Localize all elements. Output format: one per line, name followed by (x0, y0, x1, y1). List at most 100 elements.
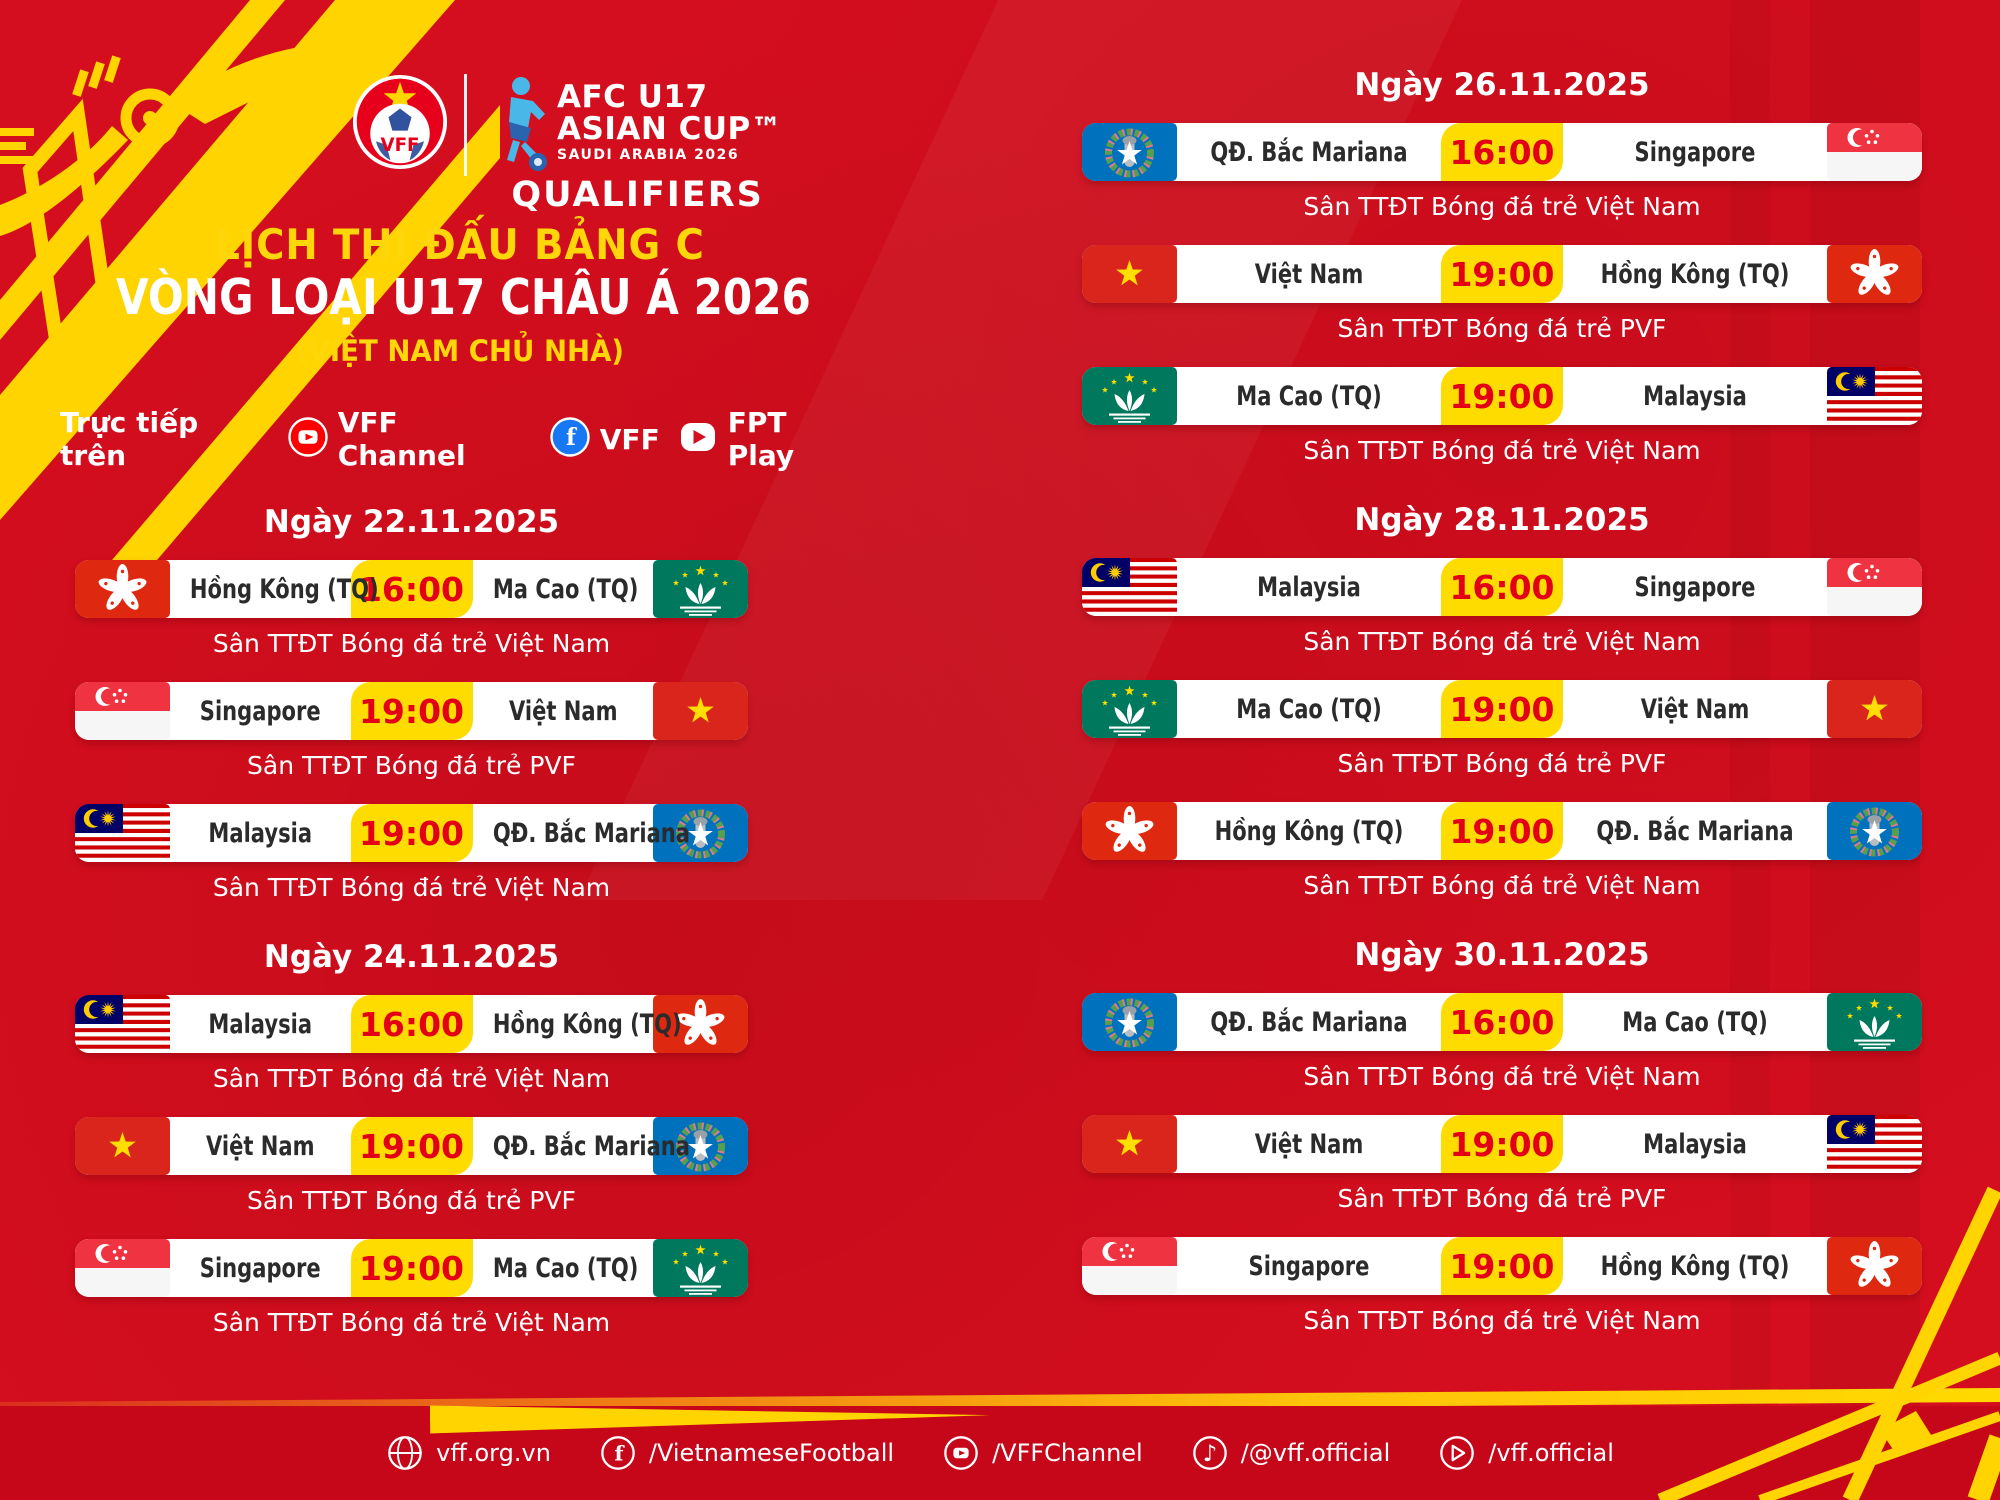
home-team: QĐ. Bắc Mariana (1210, 136, 1408, 168)
match-row: Việt Nam 19:00 QĐ. Bắc Mariana (75, 1117, 748, 1175)
footer-link[interactable]: /VFFChannel (942, 1434, 1143, 1472)
match-row: Ma Cao (TQ) 19:00 Malaysia (1082, 367, 1922, 425)
footer-link[interactable]: ♪ /@vff.official (1191, 1434, 1390, 1472)
flag-singapore (75, 682, 170, 740)
broadcast-channel-label: VFF Channel (337, 406, 466, 472)
globe-icon (386, 1434, 424, 1472)
page-subtitle: VÒNG LOẠI U17 CHÂU Á 2026 (116, 269, 811, 326)
home-team: QĐ. Bắc Mariana (1210, 1006, 1408, 1038)
broadcast-channel-label: FPT Play (727, 406, 795, 472)
broadcast-channel[interactable]: FPT Play (678, 406, 860, 472)
venue-label: Sân TTĐT Bóng đá trẻ PVF (247, 751, 576, 780)
venue-label: Sân TTĐT Bóng đá trẻ Việt Nam (212, 629, 611, 658)
away-team: Malaysia (1643, 1128, 1747, 1160)
match: Singapore 19:00 Hồng Kông (TQ) Sân TTĐT Bón… (1082, 1237, 1922, 1335)
match: QĐ. Bắc Mariana 16:00 Ma Cao (TQ) Sân TTĐT… (1082, 993, 1922, 1091)
away-team: QĐ. Bắc Mariana (492, 817, 690, 849)
date-group: Ngày 26.11.2025 QĐ. Bắc Mariana 16:00 Sing… (1082, 68, 1922, 465)
home-team: Việt Nam (1254, 1128, 1364, 1160)
facebook-outline-icon: f (599, 1434, 637, 1472)
match-row: Singapore 19:00 Hồng Kông (TQ) (1082, 1237, 1922, 1295)
tiktok-icon: ♪ (1191, 1434, 1229, 1472)
kickoff-time: 19:00 (350, 1117, 473, 1175)
venue-label: Sân TTĐT Bóng đá trẻ Việt Nam (1303, 192, 1701, 221)
footer-link[interactable]: vff.org.vn (386, 1434, 551, 1472)
match: Ma Cao (TQ) 19:00 Việt Nam Sân TTĐT Bóng đá… (1082, 680, 1922, 778)
footer-link[interactable]: /vff.official (1438, 1434, 1614, 1472)
venue-label: Sân TTĐT Bóng đá trẻ PVF (1337, 749, 1667, 778)
match-row: Việt Nam 19:00 Malaysia (1082, 1115, 1922, 1173)
afc-logo-line2: ASIAN CUP™ (557, 111, 783, 147)
afc-logo-qualifiers: QUALIFIERS (511, 175, 764, 215)
away-team: Singapore (1634, 571, 1756, 603)
broadcast-channel[interactable]: f VFF (550, 417, 660, 461)
venue-label: Sân TTĐT Bóng đá trẻ Việt Nam (1303, 436, 1701, 465)
kickoff-time: 19:00 (350, 1239, 473, 1297)
away-team: Hồng Kông (TQ) (492, 1008, 682, 1040)
home-team: Malaysia (208, 817, 313, 849)
flag-malaysia (75, 995, 170, 1053)
match: Malaysia 19:00 QĐ. Bắc Mariana Sân TTĐT Bó… (75, 804, 748, 902)
footer-link-label: /vff.official (1488, 1439, 1614, 1467)
broadcast-channel[interactable]: VFF Channel (288, 406, 532, 472)
footer-link[interactable]: f/VietnameseFootball (599, 1434, 894, 1472)
home-team: Malaysia (1257, 571, 1361, 603)
home-team: Singapore (199, 695, 321, 727)
match: Việt Nam 19:00 Malaysia Sân TTĐT Bóng đá t… (1082, 1115, 1922, 1213)
play-outline-icon (1438, 1434, 1476, 1472)
match-row: Malaysia 19:00 QĐ. Bắc Mariana (75, 804, 748, 862)
venue-label: Sân TTĐT Bóng đá trẻ Việt Nam (212, 873, 611, 902)
kickoff-time: 19:00 (1441, 680, 1563, 738)
match: Malaysia 16:00 Singapore Sân TTĐT Bóng đá … (1082, 558, 1922, 656)
date-group: Ngày 22.11.2025 Hồng Kông (TQ) 16:00 Ma Cao… (75, 505, 748, 902)
match-row: Hồng Kông (TQ) 16:00 Ma Cao (TQ) (75, 560, 748, 618)
venue-label: Sân TTĐT Bóng đá trẻ Việt Nam (1303, 871, 1701, 900)
afc-logo-line1: AFC U17 (557, 79, 708, 115)
match: QĐ. Bắc Mariana 16:00 Singapore Sân TTĐT B… (1082, 123, 1922, 221)
flag-singapore (1827, 558, 1922, 616)
flag-malaysia (1827, 367, 1922, 425)
footer-link-label: /VietnameseFootball (648, 1439, 895, 1467)
away-team: Singapore (1634, 136, 1756, 168)
broadcast-channel-label: VFF (599, 422, 660, 456)
match: Việt Nam 19:00 QĐ. Bắc Mariana Sân TTĐT Bó… (75, 1117, 748, 1215)
venue-label: Sân TTĐT Bóng đá trẻ PVF (1337, 1184, 1667, 1213)
fpt-play-icon (678, 417, 718, 461)
schedule-column-left: Ngày 22.11.2025 Hồng Kông (TQ) 16:00 Ma Cao… (75, 505, 748, 1375)
home-team: Malaysia (208, 1008, 313, 1040)
match-row: Việt Nam 19:00 Hồng Kông (TQ) (1082, 245, 1922, 303)
kickoff-time: 16:00 (350, 560, 473, 618)
flag-hong-kong (75, 560, 170, 618)
match: Ma Cao (TQ) 19:00 Malaysia Sân TTĐT Bóng đ… (1082, 367, 1922, 465)
footer-link-label: vff.org.vn (436, 1439, 551, 1467)
match-row: QĐ. Bắc Mariana 16:00 Ma Cao (TQ) (1082, 993, 1922, 1051)
match-row: Hồng Kông (TQ) 19:00 QĐ. Bắc Mariana (1082, 802, 1922, 860)
flag-hong-kong (1827, 1237, 1922, 1295)
kickoff-time: 16:00 (1441, 123, 1563, 181)
logo-divider (464, 74, 467, 176)
away-team: Ma Cao (TQ) (492, 1252, 638, 1284)
home-team: Việt Nam (205, 1130, 315, 1162)
match: Việt Nam 19:00 Hồng Kông (TQ) Sân TTĐT Bóng… (1082, 245, 1922, 343)
flag-hong-kong (1827, 245, 1922, 303)
flag-malaysia (1082, 558, 1177, 616)
logo-row: VFF AFC U17 ASIAN CUP™ SAUDI ARAB (352, 74, 782, 215)
flag-northern-mariana (1082, 123, 1177, 181)
home-team: Singapore (1248, 1250, 1370, 1282)
flag-macau (1082, 680, 1177, 738)
facebook-icon: f (550, 417, 590, 461)
youtube-outline-icon (942, 1434, 980, 1472)
home-team: Singapore (199, 1252, 321, 1284)
flag-northern-mariana (653, 1117, 748, 1175)
youtube-icon (288, 417, 328, 461)
home-team: Ma Cao (TQ) (1236, 693, 1382, 725)
match-row: Malaysia 16:00 Hồng Kông (TQ) (75, 995, 748, 1053)
match: Malaysia 16:00 Hồng Kông (TQ) Sân TTĐT Bóng… (75, 995, 748, 1093)
match-row: Malaysia 16:00 Singapore (1082, 558, 1922, 616)
svg-text:♪: ♪ (1202, 1441, 1217, 1467)
venue-label: Sân TTĐT Bóng đá trẻ PVF (247, 1186, 576, 1215)
afc-logo: AFC U17 ASIAN CUP™ SAUDI ARABIA 2026 QUA… (493, 74, 782, 215)
away-team: Hồng Kông (TQ) (1600, 1250, 1790, 1282)
svg-text:f: f (566, 424, 578, 451)
